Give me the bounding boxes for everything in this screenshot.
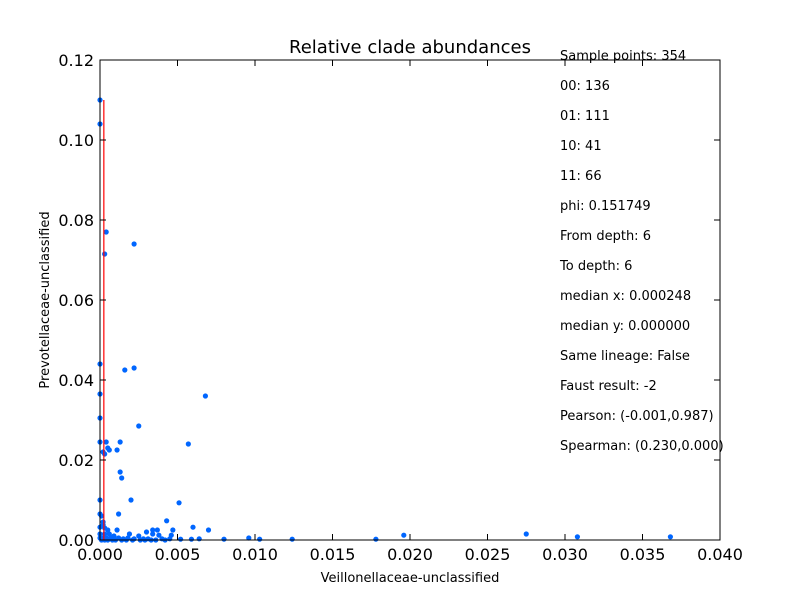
data-point (202, 393, 208, 399)
data-point (102, 451, 108, 457)
stat-annotation: Pearson: (-0.001,0.987) (560, 409, 714, 424)
x-tick-label: 0.000 (77, 545, 123, 564)
data-point (116, 511, 122, 517)
data-point (122, 367, 128, 373)
x-tick-label: 0.025 (465, 545, 511, 564)
data-point (150, 531, 156, 537)
stat-annotation: phi: 0.151749 (560, 199, 651, 214)
stat-annotation: Spearman: (0.230,0.000) (560, 439, 724, 454)
stat-annotation: Same lineage: False (560, 349, 690, 364)
stat-annotation: 01: 111 (560, 109, 610, 124)
data-point (131, 241, 137, 247)
stat-annotation: Sample points: 354 (560, 49, 686, 64)
data-point (167, 536, 173, 542)
plot-background (100, 60, 720, 540)
data-point (246, 535, 252, 541)
data-point (114, 447, 120, 453)
x-tick-label: 0.035 (620, 545, 666, 564)
y-tick-label: 0.08 (58, 211, 94, 230)
data-point (103, 229, 109, 235)
y-tick-label: 0.02 (58, 451, 94, 470)
y-axis-label: Prevotellaceae-unclassified (38, 211, 53, 388)
data-point (196, 536, 202, 542)
data-point (401, 532, 407, 538)
data-point (178, 536, 184, 542)
stat-annotation: Faust result: -2 (560, 379, 657, 394)
data-point (523, 531, 529, 537)
data-point (126, 531, 133, 537)
data-point (119, 475, 125, 481)
data-point (188, 536, 195, 542)
data-point (106, 447, 112, 453)
x-tick-label: 0.010 (232, 545, 278, 564)
data-point (170, 527, 176, 533)
data-point (190, 524, 196, 530)
chart-title: Relative clade abundances (289, 37, 531, 58)
data-point (154, 527, 160, 533)
stat-annotation: 00: 136 (560, 79, 610, 94)
data-point (117, 469, 123, 475)
data-point (289, 536, 295, 542)
data-point (176, 500, 182, 506)
y-tick-label: 0.04 (58, 371, 94, 390)
stat-annotation: 11: 66 (560, 169, 602, 184)
data-point (221, 536, 227, 542)
stat-annotation: median y: 0.000000 (560, 319, 690, 334)
y-tick-label: 0.00 (58, 531, 94, 550)
data-point (102, 251, 108, 257)
stat-annotation: To depth: 6 (559, 259, 632, 274)
data-point (574, 534, 581, 540)
data-point (150, 527, 156, 533)
data-point (667, 534, 674, 540)
x-tick-label: 0.015 (310, 545, 356, 564)
data-point (156, 532, 162, 538)
y-tick-label: 0.06 (58, 291, 94, 310)
data-point (373, 536, 379, 542)
data-point (106, 531, 112, 537)
data-point (117, 439, 123, 445)
data-point (143, 529, 150, 535)
x-tick-label: 0.005 (155, 545, 201, 564)
x-tick-label: 0.040 (697, 545, 743, 564)
x-tick-label: 0.020 (387, 545, 433, 564)
ticks-layer: 0.000 0.005 0.010 0.015 0.020 0.025 0.030 0.035… (58, 51, 743, 564)
data-point (164, 518, 170, 524)
data-point (136, 533, 142, 539)
data-point (136, 423, 142, 429)
data-point (185, 441, 191, 447)
points-layer (97, 97, 674, 543)
stat-annotation: From depth: 6 (560, 229, 651, 244)
stat-annotation: median x: 0.000248 (560, 289, 691, 304)
data-point (131, 365, 137, 371)
annotations-layer: Sample points: 354 00: 136 01: 111 10: 41 11… (559, 49, 724, 454)
x-tick-label: 0.030 (542, 545, 588, 564)
y-tick-label: 0.10 (58, 131, 94, 150)
stat-annotation: 10: 41 (560, 139, 602, 154)
data-point (257, 536, 263, 542)
x-axis-label: Veillonellaceae-unclassified (321, 571, 500, 586)
data-point (103, 439, 109, 445)
y-tick-label: 0.12 (58, 51, 94, 70)
data-point (105, 527, 111, 533)
data-point (205, 527, 212, 533)
data-point (128, 497, 134, 503)
data-point (114, 527, 120, 533)
